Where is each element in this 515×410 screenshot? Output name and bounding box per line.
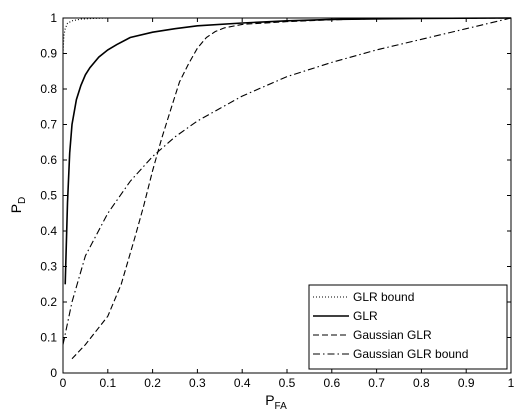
x-tick-label: 0.9 (458, 376, 475, 390)
y-tick-label: 0.6 (40, 153, 57, 167)
x-tick-label: 0.4 (234, 376, 251, 390)
y-tick-label: 0.3 (40, 260, 57, 274)
series-line-2 (64, 17, 512, 285)
legend-label-3: Gaussian GLR (353, 328, 432, 342)
y-axis-label: PD (8, 197, 28, 214)
legend-label-1: GLR bound (353, 290, 414, 304)
legend: GLR bound GLR Gaussian GLR Gaussian GLR bou… (308, 284, 508, 370)
curves-group (62, 17, 512, 360)
y-tick-label: 0.7 (40, 118, 57, 132)
x-tick-label: 0.5 (279, 376, 296, 390)
y-tick-label: 0.1 (40, 331, 57, 345)
y-tick-label: 1 (50, 11, 57, 25)
x-tick-label: 0.6 (323, 376, 340, 390)
x-tick-label: 0.7 (368, 376, 385, 390)
y-tick-label: 0.9 (40, 47, 57, 61)
y-tick-label: 0 (50, 366, 57, 380)
y-tick-label: 0.4 (40, 224, 57, 238)
series-line-4 (62, 17, 512, 345)
x-tick-label: 0.2 (144, 376, 161, 390)
y-tick-label: 0.8 (40, 82, 57, 96)
x-axis-label: PFA (265, 392, 287, 410)
legend-box (308, 284, 508, 370)
x-tick-label: 0 (60, 376, 67, 390)
x-tick-label: 1 (508, 376, 515, 390)
ticks-group: 0 0.1 0.2 0.3 0.4 0.5 0.6 0.7 0.8 0.9 1 0 0.1 0.2 0.3 0… (40, 11, 514, 390)
x-tick-label: 0.1 (99, 376, 116, 390)
series-line-3 (71, 17, 512, 360)
x-tick-label: 0.8 (413, 376, 430, 390)
legend-label-2: GLR (353, 309, 378, 323)
y-tick-label: 0.2 (40, 295, 57, 309)
y-tick-label: 0.5 (40, 189, 57, 203)
legend-label-4: Gaussian GLR bound (353, 347, 468, 361)
x-tick-label: 0.3 (189, 376, 206, 390)
